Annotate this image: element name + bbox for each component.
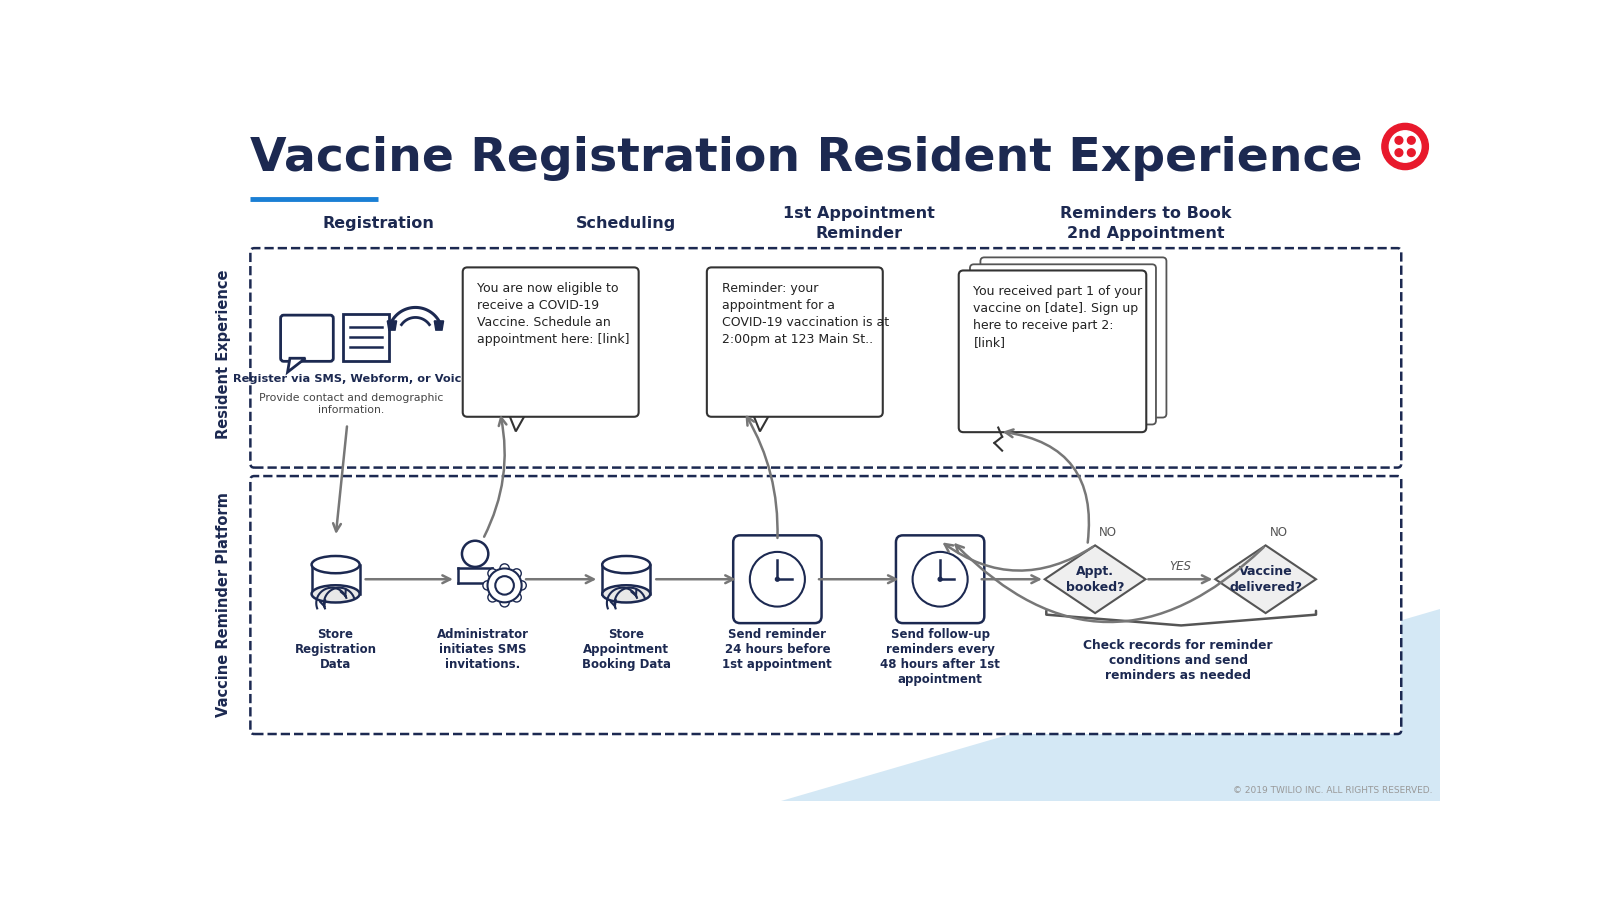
Circle shape xyxy=(483,580,493,590)
Polygon shape xyxy=(752,412,771,431)
Polygon shape xyxy=(1045,545,1146,613)
FancyBboxPatch shape xyxy=(970,265,1155,425)
Text: Registration: Registration xyxy=(322,216,434,231)
Text: Administrator
initiates SMS
invitations.: Administrator initiates SMS invitations. xyxy=(437,628,530,670)
Circle shape xyxy=(517,580,526,590)
Text: Vaccine Registration Resident Experience: Vaccine Registration Resident Experience xyxy=(250,136,1363,181)
FancyBboxPatch shape xyxy=(280,315,333,361)
Text: NO: NO xyxy=(1269,526,1288,539)
Circle shape xyxy=(488,569,498,578)
FancyBboxPatch shape xyxy=(250,248,1402,468)
Text: 1st Appointment
Reminder: 1st Appointment Reminder xyxy=(782,206,934,240)
Text: Check records for reminder
conditions and send
reminders as needed: Check records for reminder conditions an… xyxy=(1083,639,1274,682)
Text: Send follow-up
reminders every
48 hours after 1st
appointment: Send follow-up reminders every 48 hours … xyxy=(880,628,1000,686)
Circle shape xyxy=(912,552,968,607)
Text: Reminders to Book
2nd Appointment: Reminders to Book 2nd Appointment xyxy=(1059,206,1232,240)
FancyBboxPatch shape xyxy=(250,476,1402,734)
FancyBboxPatch shape xyxy=(981,257,1166,418)
Text: You are now eligible to
receive a COVID-19
Vaccine. Schedule an
appointment here: You are now eligible to receive a COVID-… xyxy=(477,282,630,346)
Text: NO: NO xyxy=(1099,526,1117,539)
Polygon shape xyxy=(288,358,306,372)
Text: Reminder: your
appointment for a
COVID-19 vaccination is at
2:00pm at 123 Main S: Reminder: your appointment for a COVID-1… xyxy=(722,282,888,346)
Text: Vaccine Reminder Platform: Vaccine Reminder Platform xyxy=(216,492,230,717)
FancyBboxPatch shape xyxy=(602,564,650,594)
Circle shape xyxy=(488,569,522,602)
Polygon shape xyxy=(509,412,526,431)
Circle shape xyxy=(462,541,488,567)
FancyBboxPatch shape xyxy=(896,536,984,623)
Polygon shape xyxy=(1216,545,1315,613)
Circle shape xyxy=(512,569,522,578)
FancyBboxPatch shape xyxy=(733,536,821,623)
Circle shape xyxy=(488,593,498,602)
Text: Appt.
booked?: Appt. booked? xyxy=(1066,564,1125,594)
Polygon shape xyxy=(781,608,1440,801)
FancyBboxPatch shape xyxy=(958,271,1146,432)
Text: © 2019 TWILIO INC. ALL RIGHTS RESERVED.: © 2019 TWILIO INC. ALL RIGHTS RESERVED. xyxy=(1232,786,1432,795)
Text: YES: YES xyxy=(1170,560,1192,573)
Text: Store
Registration
Data: Store Registration Data xyxy=(294,628,376,670)
FancyBboxPatch shape xyxy=(342,313,389,361)
Circle shape xyxy=(776,577,779,581)
Circle shape xyxy=(938,577,942,581)
FancyBboxPatch shape xyxy=(707,267,883,417)
Text: Provide contact and demographic
information.: Provide contact and demographic informat… xyxy=(259,393,443,415)
Text: Vaccine
delivered?: Vaccine delivered? xyxy=(1229,564,1302,594)
Circle shape xyxy=(1395,148,1403,157)
Circle shape xyxy=(512,593,522,602)
Circle shape xyxy=(1408,148,1416,157)
Ellipse shape xyxy=(312,585,360,602)
Text: Scheduling: Scheduling xyxy=(576,216,677,231)
Circle shape xyxy=(1389,130,1421,162)
Text: Store
Appointment
Booking Data: Store Appointment Booking Data xyxy=(582,628,670,670)
Circle shape xyxy=(750,552,805,607)
Text: You received part 1 of your
vaccine on [date]. Sign up
here to receive part 2:
[: You received part 1 of your vaccine on [… xyxy=(973,285,1142,349)
Circle shape xyxy=(1395,137,1403,144)
FancyBboxPatch shape xyxy=(312,564,360,594)
Circle shape xyxy=(499,598,509,607)
Text: Register via SMS, Webform, or Voice: Register via SMS, Webform, or Voice xyxy=(234,374,469,383)
Ellipse shape xyxy=(602,585,650,602)
Polygon shape xyxy=(434,321,443,330)
Ellipse shape xyxy=(312,556,360,573)
FancyBboxPatch shape xyxy=(462,267,638,417)
Polygon shape xyxy=(387,321,397,330)
Circle shape xyxy=(1382,123,1429,169)
Ellipse shape xyxy=(602,556,650,573)
Text: Send reminder
24 hours before
1st appointment: Send reminder 24 hours before 1st appoin… xyxy=(723,628,832,670)
Circle shape xyxy=(1408,137,1416,144)
Circle shape xyxy=(496,576,514,595)
Text: Resident Experience: Resident Experience xyxy=(216,270,230,439)
Circle shape xyxy=(499,563,509,573)
